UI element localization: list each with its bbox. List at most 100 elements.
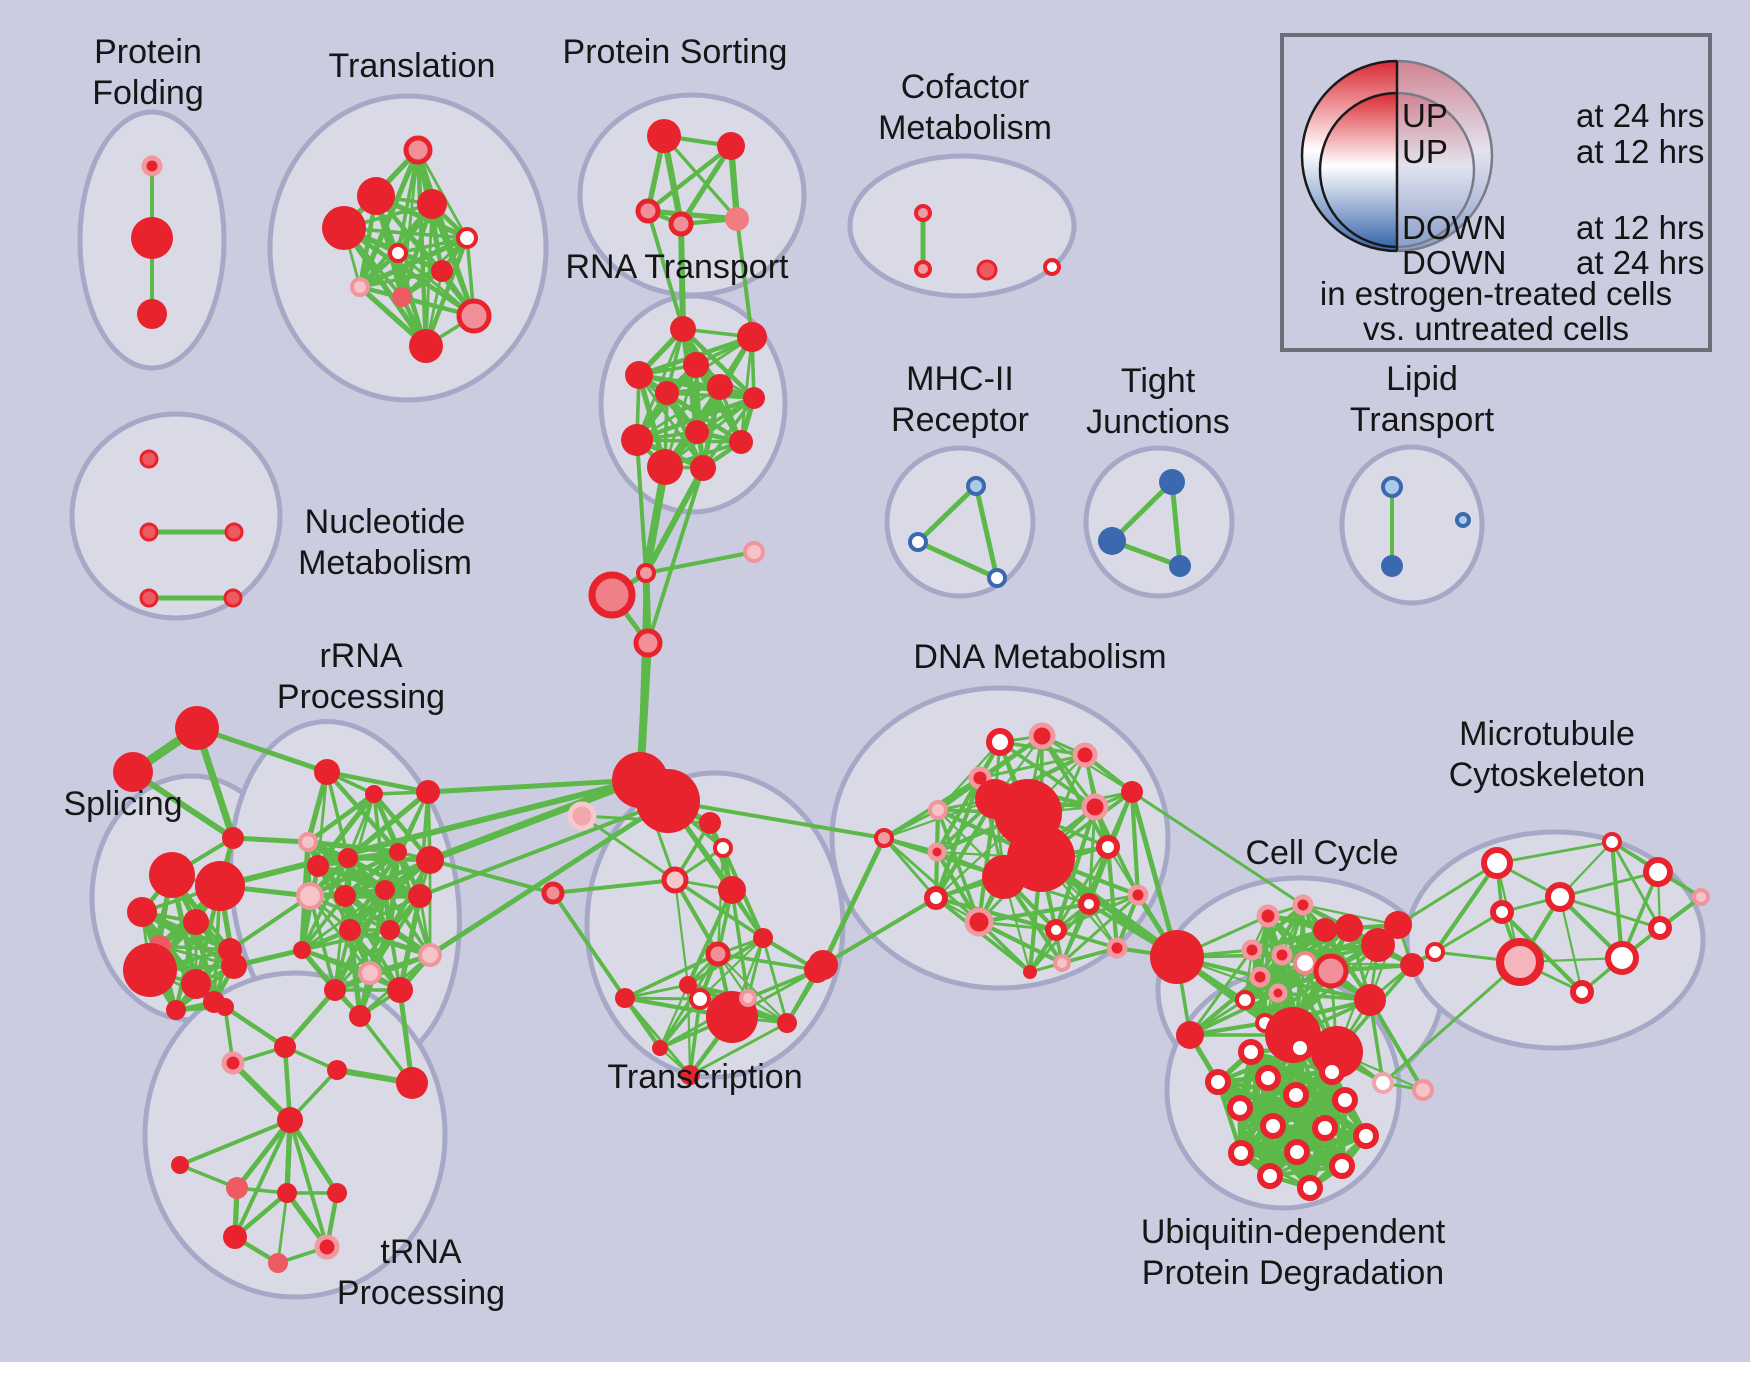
network-edge	[623, 983, 690, 1000]
legend-caption-line1: in estrogen-treated cells	[1319, 275, 1673, 312]
gene-node	[924, 886, 948, 910]
cluster-label-cell-cycle: Cell Cycle	[1245, 834, 1398, 872]
network-edge	[882, 808, 940, 840]
network-edge	[1495, 840, 1614, 865]
gene-node	[216, 998, 234, 1016]
network-edge	[287, 1117, 340, 1196]
network-edge	[233, 1118, 292, 1239]
gene-node	[175, 706, 219, 750]
gene-node	[388, 243, 408, 263]
gene-node	[753, 928, 773, 948]
gene-node	[338, 848, 358, 868]
network-edge	[1257, 974, 1373, 1003]
network-edge	[1129, 789, 1141, 898]
gene-node	[689, 988, 711, 1010]
network-edge	[634, 395, 757, 443]
gene-node	[1545, 882, 1575, 912]
gene-node	[1329, 1153, 1355, 1179]
cluster-ellipse-cofactor-metabolism	[847, 153, 1077, 299]
network-edge	[1109, 479, 1175, 544]
gene-node	[1227, 1095, 1253, 1121]
gene-node	[1260, 1113, 1286, 1139]
network-edge	[637, 373, 705, 470]
network-edge	[678, 221, 686, 332]
gene-node	[874, 828, 894, 848]
gene-node	[1293, 951, 1317, 975]
gene-node	[1284, 1139, 1310, 1165]
gene-node	[1361, 928, 1395, 962]
network-edge	[622, 995, 663, 1051]
network-edge	[234, 1117, 293, 1191]
gene-node	[737, 322, 767, 352]
network-edge	[658, 983, 690, 1050]
gene-node	[625, 361, 653, 389]
network-edge	[1188, 948, 1254, 1037]
gene-node	[690, 455, 716, 481]
gene-node	[1072, 742, 1098, 768]
cluster-label-ubiquitin-degradation: Protein Degradation	[1142, 1254, 1444, 1292]
gene-node	[456, 298, 492, 334]
network-edge	[357, 235, 470, 290]
network-edge	[341, 225, 429, 349]
gene-node	[729, 430, 753, 454]
network-edge	[427, 798, 671, 958]
network-edge	[228, 894, 312, 952]
gene-node	[141, 155, 163, 177]
gene-node	[223, 1225, 247, 1249]
gene-node	[221, 1051, 245, 1075]
gene-node	[1648, 916, 1672, 940]
cluster-label-protein-sorting: Protein Sorting	[563, 33, 788, 71]
gene-node	[1372, 1072, 1394, 1094]
gene-node	[149, 852, 195, 898]
gene-node	[717, 132, 745, 160]
network-edge	[646, 466, 705, 645]
network-edge	[551, 891, 627, 1000]
cluster-label-nucleotide-metabolism: Metabolism	[298, 544, 472, 582]
legend-direction-label: DOWN	[1402, 244, 1507, 281]
network-edge	[333, 928, 392, 992]
network-edge	[305, 839, 401, 855]
legend-direction-label: UP	[1402, 97, 1448, 134]
gene-node	[139, 449, 159, 469]
network-edge	[230, 835, 311, 845]
network-edge	[635, 438, 648, 575]
network-edge	[347, 927, 433, 958]
legend-fade-overlay	[1397, 37, 1708, 348]
gene-node	[1238, 1039, 1264, 1065]
gene-node	[1605, 941, 1639, 975]
gene-node	[670, 316, 696, 342]
legend-time-label: at 12 hrs	[1576, 209, 1705, 246]
gene-node	[588, 571, 636, 619]
network-edge	[551, 878, 677, 895]
gene-node	[705, 941, 731, 967]
gene-node	[277, 1183, 297, 1203]
gene-node	[418, 943, 442, 967]
cluster-label-cofactor-metabolism: Metabolism	[878, 109, 1052, 147]
network-edge	[701, 396, 756, 470]
gene-node	[1205, 1069, 1231, 1095]
gene-node	[139, 588, 159, 608]
gene-node	[964, 907, 994, 937]
gene-node	[927, 842, 947, 862]
gene-node	[314, 1234, 340, 1260]
gene-node	[296, 882, 324, 910]
gene-node	[314, 759, 340, 785]
cluster-label-mhc-ii-receptor: Receptor	[891, 401, 1029, 439]
gene-node	[307, 855, 329, 877]
gene-node	[1256, 904, 1280, 928]
network-edge	[976, 796, 998, 925]
network-edge	[978, 753, 1087, 780]
network-edge	[645, 143, 734, 214]
gene-node	[1228, 1140, 1254, 1166]
network-edge	[1396, 861, 1499, 927]
network-edge	[636, 372, 757, 401]
cluster-label-translation: Translation	[329, 47, 496, 85]
network-edge	[735, 217, 754, 339]
gene-node	[1078, 893, 1100, 915]
gene-node	[1332, 1087, 1358, 1113]
gene-node	[1045, 919, 1067, 941]
gene-node	[635, 198, 661, 224]
gene-node	[1570, 980, 1594, 1004]
gene-node	[1643, 857, 1673, 887]
